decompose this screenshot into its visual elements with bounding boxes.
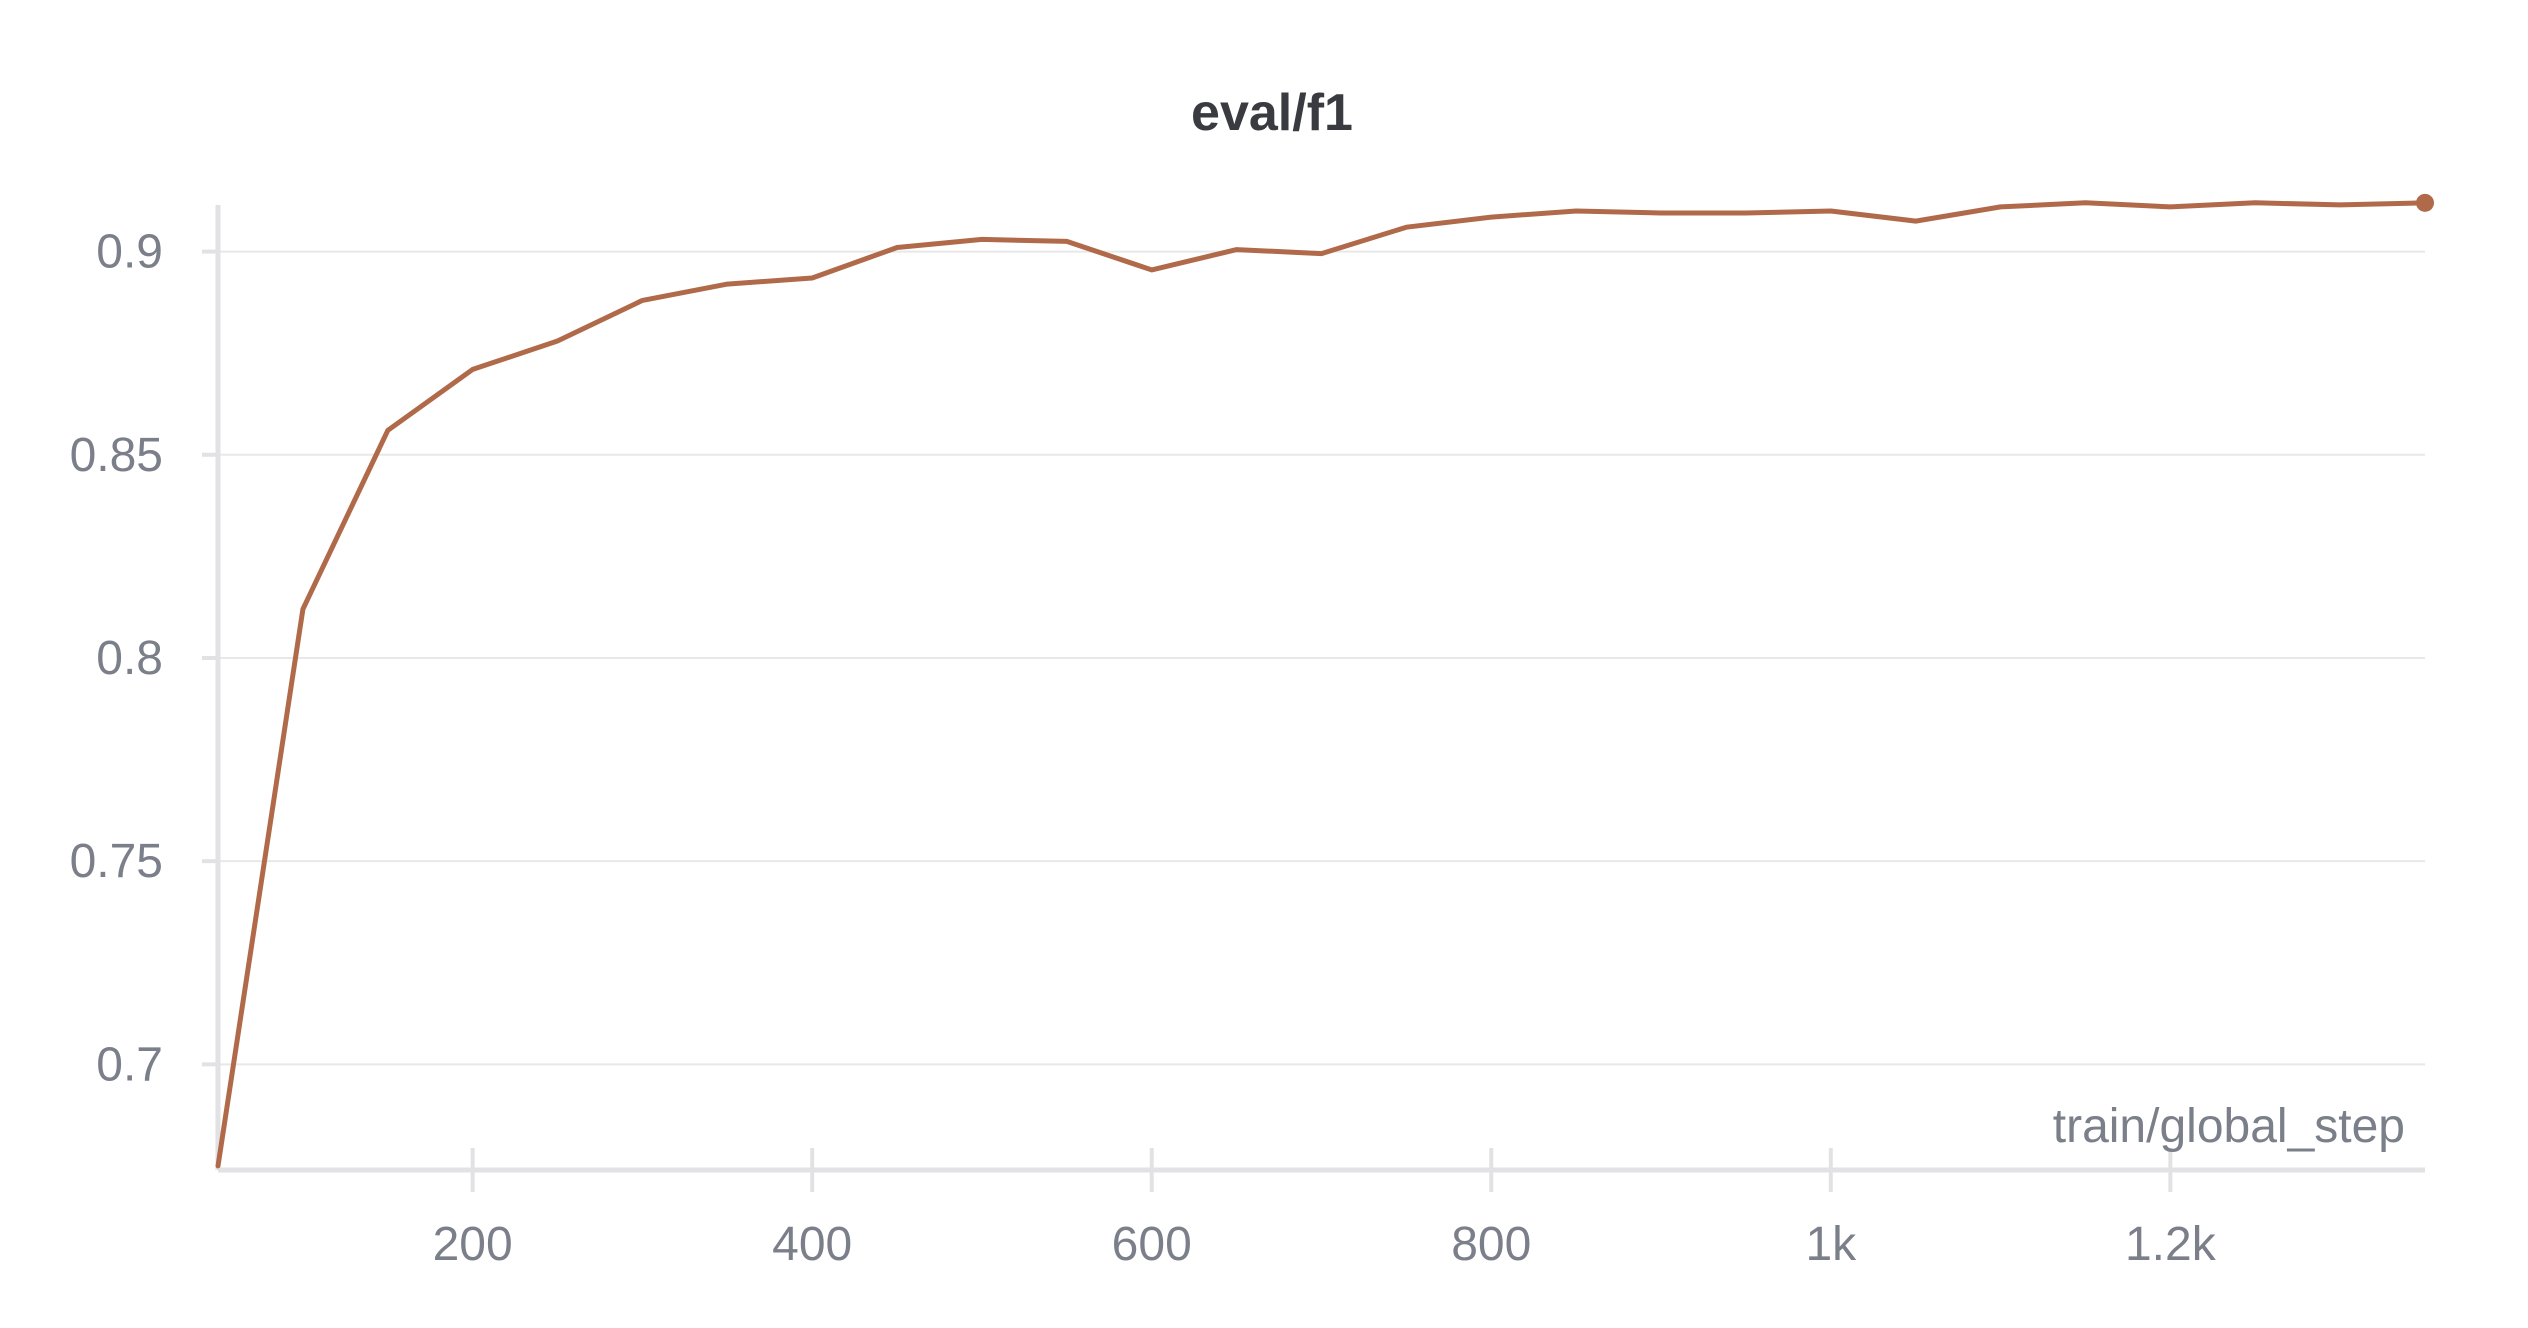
y-tick-label: 0.75: [70, 835, 163, 888]
series-endpoint-marker[interactable]: [2416, 193, 2434, 212]
x-tick-label: 200: [433, 1218, 513, 1271]
y-tick-label: 0.85: [70, 429, 163, 482]
x-tick-label: 1.2k: [2125, 1218, 2217, 1271]
x-tick-label: 400: [772, 1218, 852, 1271]
x-axis-title: train/global_step: [2053, 1100, 2405, 1153]
y-tick-label: 0.7: [96, 1038, 163, 1091]
y-tick-label: 0.8: [96, 632, 163, 685]
y-tick-label: 0.9: [96, 226, 163, 279]
series-line: [215, 200, 2428, 1169]
x-tick-label: 600: [1112, 1218, 1192, 1271]
chart-title: eval/f1: [1191, 84, 1353, 142]
axes-layer: [215, 205, 2425, 1173]
x-tick-label: 800: [1451, 1218, 1531, 1271]
ticks-layer: 0.7 0.75 0.8 0.85 0.9 200 400 600 800 1k 1.2k: [70, 226, 2217, 1271]
series-layer: [215, 193, 2434, 1169]
x-tick-label: 1k: [1805, 1218, 1857, 1271]
grid-layer: [218, 250, 2425, 1066]
